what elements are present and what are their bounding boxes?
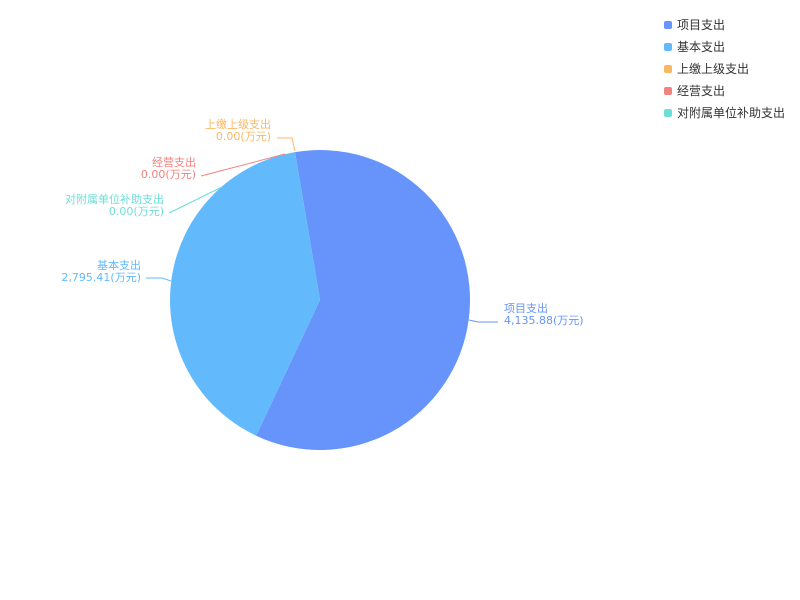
legend-item[interactable]: 项目支出 [664, 18, 725, 32]
legend-label: 基本支出 [677, 40, 725, 54]
slice-label-name: 对附属单位补助支出 [65, 192, 164, 206]
slice-label-name: 经营支出 [152, 155, 196, 169]
pie-labels: 项目支出4,135.88(万元)基本支出2,795.41(万元)上缴上级支出0.… [61, 117, 583, 327]
legend-label: 上缴上级支出 [677, 61, 749, 76]
pie-slice[interactable] [256, 150, 470, 451]
legend-marker-icon [664, 87, 672, 95]
legend-label: 经营支出 [677, 84, 725, 98]
slice-label-name: 基本支出 [97, 258, 141, 272]
slice-label-value: 0.00(万元) [141, 168, 196, 181]
slice-label-name: 上缴上级支出 [205, 117, 271, 131]
slice-label-name: 项目支出 [504, 301, 548, 315]
slice-label-value: 4,135.88(万元) [504, 314, 584, 327]
label-line [277, 137, 296, 152]
slice-label-value: 0.00(万元) [109, 205, 164, 218]
legend-marker-icon [664, 43, 672, 51]
pie-slices [169, 150, 470, 451]
pie-slice[interactable] [169, 152, 320, 436]
legend-marker-icon [664, 109, 672, 117]
label-line [168, 186, 223, 214]
legend-label: 对附属单位补助支出 [677, 105, 785, 120]
legend-item[interactable]: 对附属单位补助支出 [664, 105, 785, 120]
legend-marker-icon [664, 65, 672, 73]
label-line [468, 319, 498, 323]
label-line [146, 277, 172, 282]
legend-marker-icon [664, 21, 672, 29]
label-line [200, 153, 286, 177]
legend-item[interactable]: 上缴上级支出 [664, 61, 749, 76]
slice-label-value: 2,795.41(万元) [61, 271, 141, 284]
legend-item[interactable]: 经营支出 [664, 84, 725, 98]
legend-label: 项目支出 [677, 18, 725, 32]
legend-item[interactable]: 基本支出 [664, 40, 725, 54]
slice-label-value: 0.00(万元) [216, 130, 271, 143]
